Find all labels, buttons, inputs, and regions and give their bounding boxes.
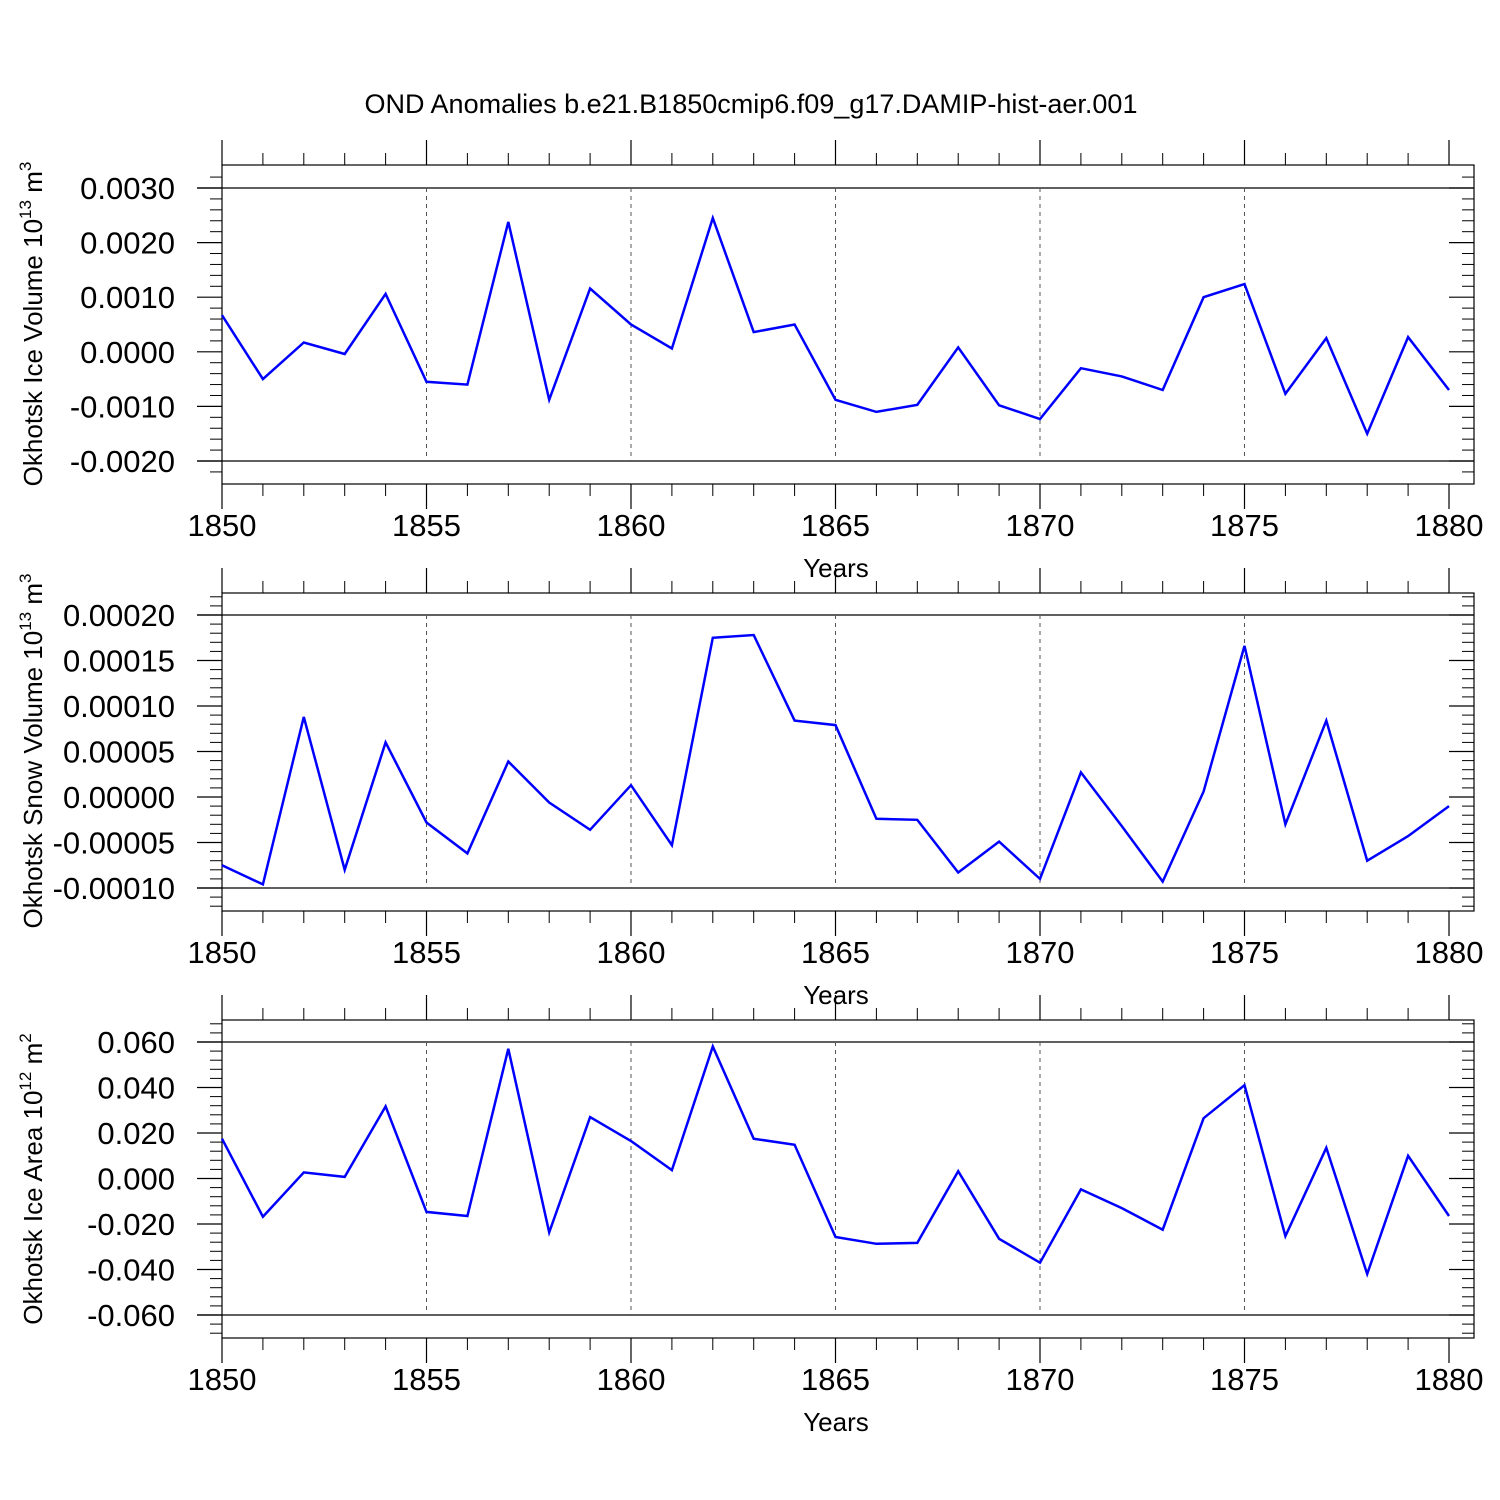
x-tick-label: 1855: [392, 935, 461, 970]
y-tick-label: 0.00015: [63, 644, 175, 679]
plot-frame: [221, 1019, 1475, 1339]
y-axis-label-ylabel-unit: m: [18, 171, 48, 200]
y-tick-label: -0.060: [87, 1298, 175, 1333]
y-axis-label-ylabel-main: Okhotsk Snow Volume 10: [18, 631, 48, 929]
y-axis-label: Okhotsk Snow Volume 1013 m3: [16, 574, 48, 929]
x-tick-label: 1880: [1415, 935, 1484, 970]
chart-panel-2: 1850 1855 1860 1865 1870 1875 1880 0.00020 0.000…: [16, 568, 1483, 1010]
y-axis-label-ylabel-main: Okhotsk Ice Area 10: [18, 1091, 48, 1325]
x-tick-label: 1870: [1006, 935, 1075, 970]
x-tick-label: 1860: [597, 935, 666, 970]
y-tick-label: 0.060: [97, 1025, 175, 1060]
y-tick-label: 0.00020: [63, 598, 175, 633]
x-tick-label: 1870: [1006, 1362, 1075, 1397]
y-tick-label: 0.020: [97, 1116, 175, 1151]
y-tick-label: -0.0020: [70, 444, 175, 479]
y-axis-label-ylabel-main: Okhotsk Ice Volume 10: [18, 219, 48, 486]
x-tick-label: 1860: [597, 508, 666, 543]
y-tick-label: 0.00000: [63, 780, 175, 815]
y-axis-label-ylabel-exp: 13: [16, 200, 35, 219]
x-axis-label: Years: [803, 1407, 869, 1437]
x-tick-label: 1875: [1210, 935, 1279, 970]
x-tick-label: 1860: [597, 1362, 666, 1397]
y-tick-label: -0.0010: [70, 389, 175, 424]
x-tick-label: 1880: [1415, 508, 1484, 543]
y-axis-label-ylabel-unit-exp: 3: [16, 574, 35, 583]
x-tick-label: 1870: [1006, 508, 1075, 543]
chart-panel-3: 1850 1855 1860 1865 1870 1875 1880 0.060 0.040 0.…: [16, 995, 1483, 1437]
chart-panel-1: 1850 1855 1860 1865 1870 1875 1880 0.0030 0.0020…: [16, 140, 1483, 583]
y-tick-label: 0.00005: [63, 735, 175, 770]
y-axis-label: Okhotsk Ice Area 1012 m2: [16, 1033, 48, 1324]
x-tick-label: 1875: [1210, 508, 1279, 543]
x-tick-label: 1865: [801, 935, 870, 970]
y-tick-label: 0.0030: [80, 171, 175, 206]
y-axis-label-ylabel-exp: 12: [16, 1072, 35, 1091]
y-axis-label: Okhotsk Ice Volume 1013 m3: [16, 162, 48, 487]
y-axis-label-ylabel-unit-exp: 2: [16, 1033, 35, 1042]
y-tick-label: 0.040: [97, 1071, 175, 1106]
y-tick-label: 0.0000: [80, 335, 175, 370]
x-tick-label: 1865: [801, 1362, 870, 1397]
x-tick-label: 1850: [188, 508, 257, 543]
y-tick-label: 0.0010: [80, 280, 175, 315]
y-tick-label: -0.040: [87, 1253, 175, 1288]
x-tick-label: 1875: [1210, 1362, 1279, 1397]
x-tick-label: 1865: [801, 508, 870, 543]
series-line: [220, 1043, 1451, 1278]
x-tick-label: 1850: [188, 1362, 257, 1397]
y-tick-label: 0.000: [97, 1162, 175, 1197]
y-tick-label: -0.00005: [53, 826, 175, 861]
y-tick-label: 0.00010: [63, 689, 175, 724]
y-tick-label: -0.020: [87, 1207, 175, 1242]
x-tick-label: 1850: [188, 935, 257, 970]
x-tick-label: 1855: [392, 508, 461, 543]
y-tick-label: -0.00010: [53, 871, 175, 906]
x-tick-label: 1880: [1415, 1362, 1484, 1397]
y-axis-label-ylabel-exp: 13: [16, 612, 35, 631]
plot-frame: [221, 164, 1475, 485]
y-tick-label: 0.0020: [80, 226, 175, 261]
x-tick-label: 1855: [392, 1362, 461, 1397]
y-axis-label-ylabel-unit: m: [18, 1043, 48, 1072]
y-axis-label-ylabel-unit-exp: 3: [16, 162, 35, 171]
y-axis-label-ylabel-unit: m: [18, 583, 48, 612]
chart-title: OND Anomalies b.e21.B1850cmip6.f09_g17.D…: [365, 89, 1138, 119]
